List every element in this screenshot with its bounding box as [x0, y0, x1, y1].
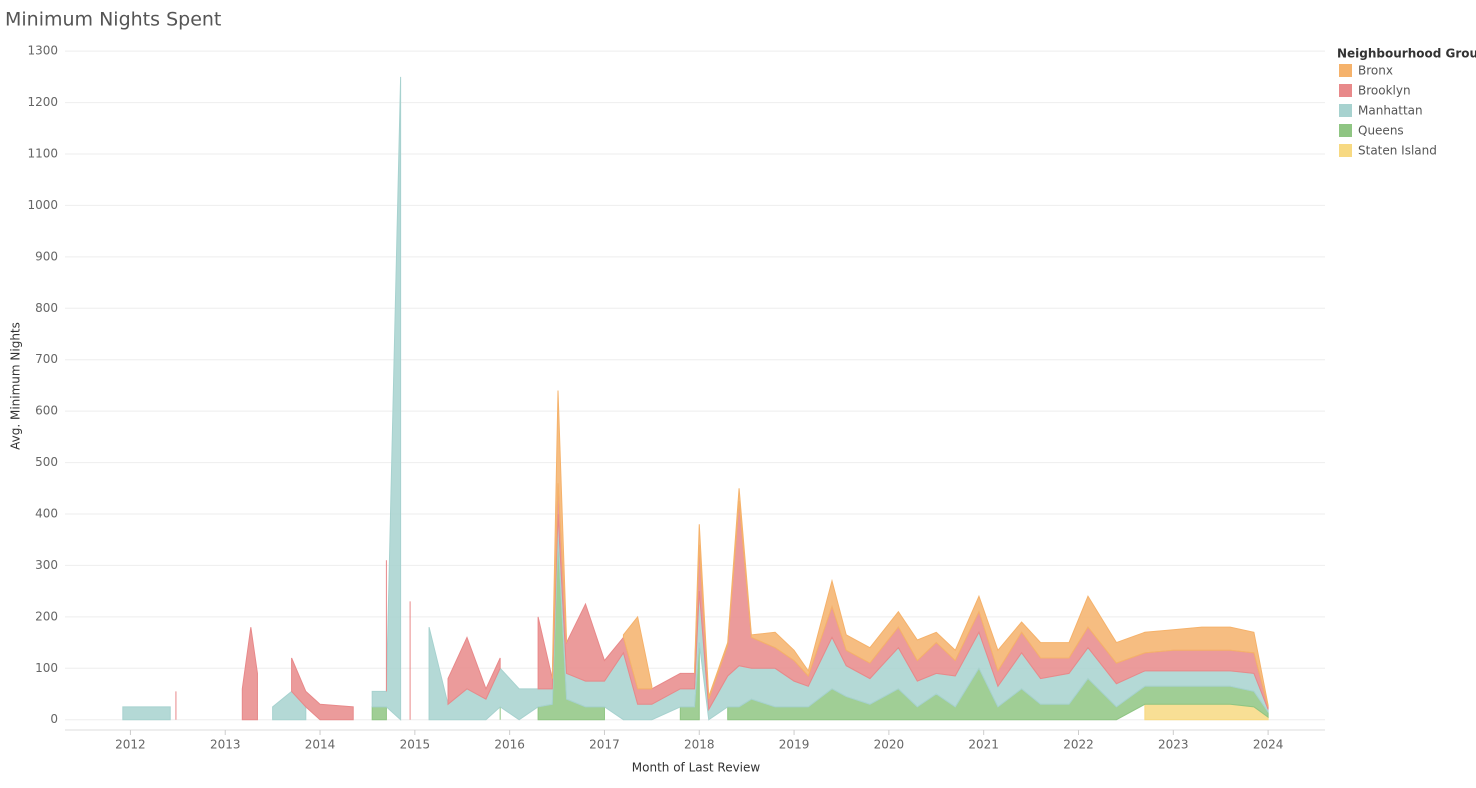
x-tick-label: 2012 — [115, 738, 146, 752]
y-tick-label: 600 — [35, 404, 58, 418]
y-tick-label: 1300 — [27, 44, 58, 58]
x-tick-label: 2015 — [400, 738, 431, 752]
y-tick-label: 400 — [35, 507, 58, 521]
y-tick-label: 800 — [35, 301, 58, 315]
area — [122, 76, 1269, 721]
y-axis-label: Avg. Minimum Nights — [9, 322, 23, 450]
legend-label: Staten Island — [1358, 144, 1437, 158]
y-tick-label: 200 — [35, 609, 58, 623]
y-tick-label: 1000 — [27, 198, 58, 212]
chart-title: Minimum Nights Spent — [5, 9, 221, 31]
x-tick-label: 2020 — [874, 738, 905, 752]
legend-swatch — [1339, 104, 1352, 117]
legend-label: Bronx — [1358, 64, 1393, 78]
x-tick-label: 2013 — [210, 738, 241, 752]
legend-swatch — [1339, 64, 1352, 77]
legend-title: Neighbourhood Group — [1337, 47, 1476, 61]
area — [371, 539, 1269, 721]
x-tick-label: 2019 — [779, 738, 810, 752]
y-tick-label: 300 — [35, 558, 58, 572]
x-tick-label: 2014 — [305, 738, 336, 752]
y-tick-label: 1100 — [27, 147, 58, 161]
y-tick-label: 100 — [35, 661, 58, 675]
x-axis-label: Month of Last Review — [632, 761, 761, 775]
x-tick-label: 2018 — [684, 738, 715, 752]
legend-label: Brooklyn — [1358, 84, 1411, 98]
x-tick-label: 2017 — [589, 738, 620, 752]
legend-label: Manhattan — [1358, 104, 1423, 118]
y-tick-label: 1200 — [27, 95, 58, 109]
legend-swatch — [1339, 144, 1352, 157]
legend-label: Queens — [1358, 124, 1404, 138]
area — [551, 390, 1269, 707]
y-tick-label: 0 — [50, 712, 58, 726]
y-tick-label: 700 — [35, 352, 58, 366]
x-tick-label: 2023 — [1158, 738, 1189, 752]
x-tick-label: 2016 — [494, 738, 525, 752]
legend-swatch — [1339, 84, 1352, 97]
legend-swatch — [1339, 124, 1352, 137]
y-tick-label: 900 — [35, 249, 58, 263]
x-tick-label: 2021 — [968, 738, 999, 752]
x-tick-label: 2024 — [1253, 738, 1284, 752]
y-tick-label: 500 — [35, 455, 58, 469]
x-tick-label: 2022 — [1063, 738, 1094, 752]
